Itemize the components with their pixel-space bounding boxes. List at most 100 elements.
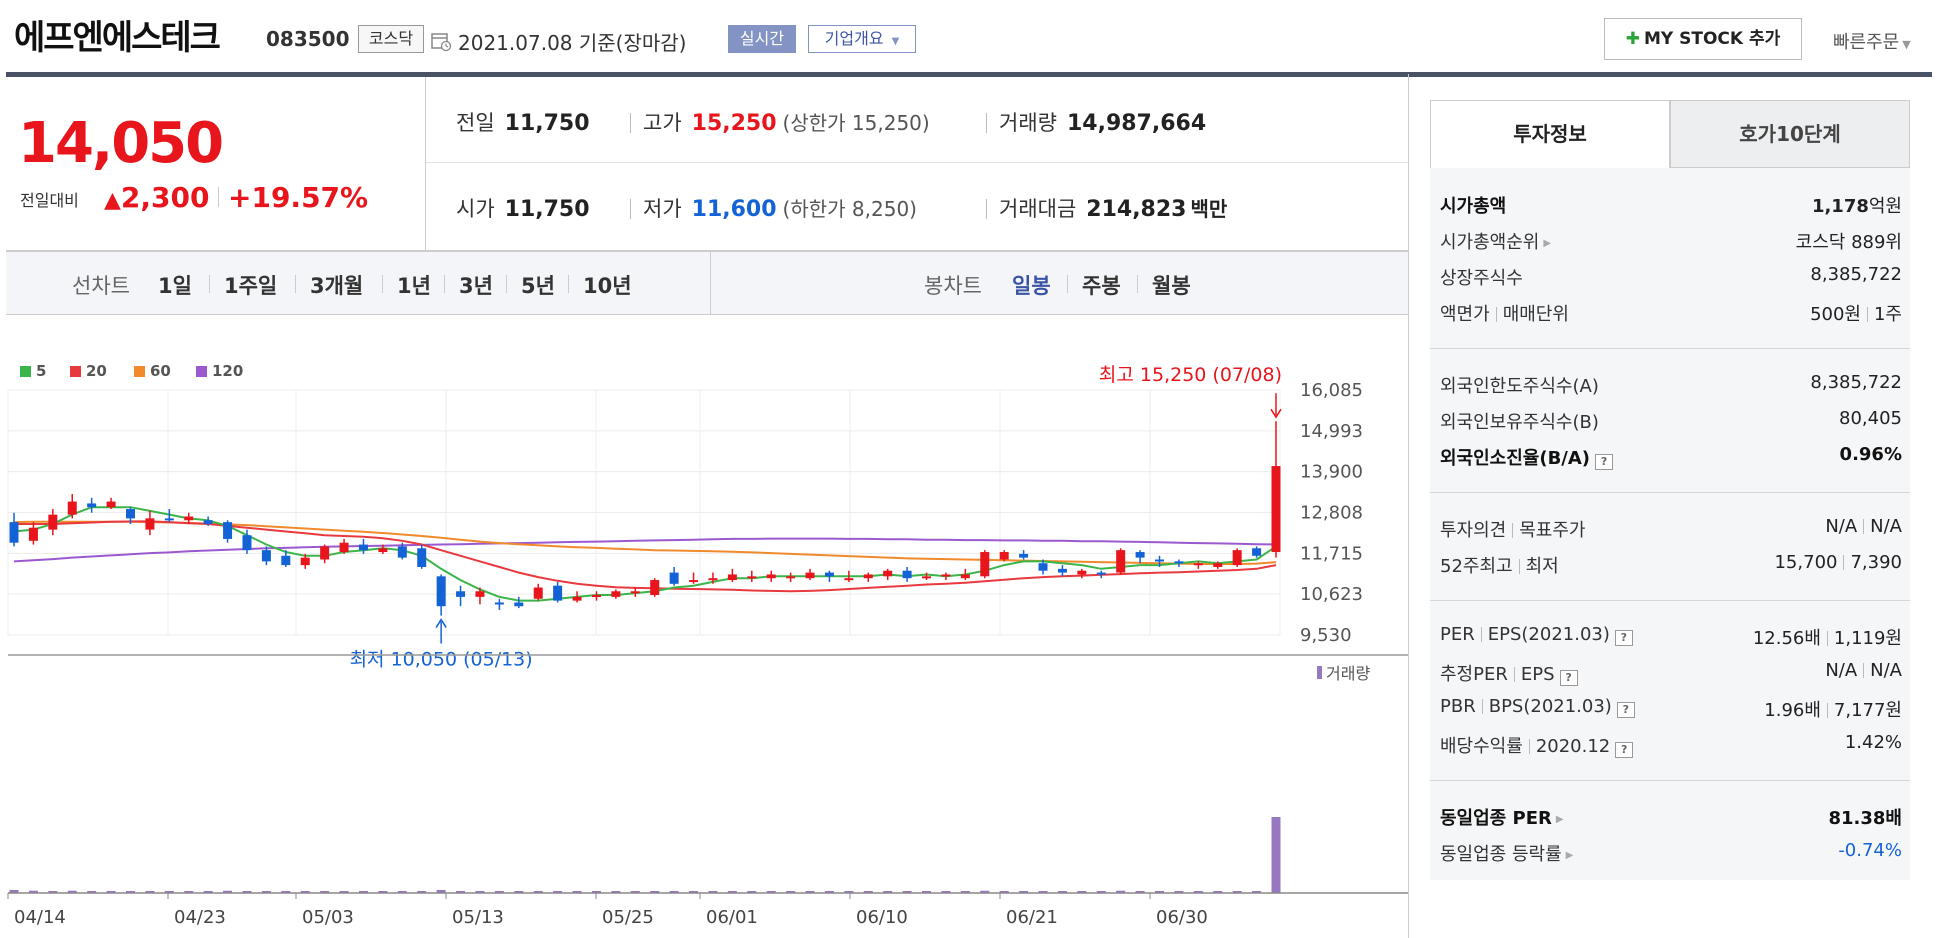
candle-body <box>1193 563 1203 566</box>
x-tick-label: 05/03 <box>302 907 354 928</box>
volume-bar <box>1252 891 1262 893</box>
help-icon[interactable]: ? <box>1595 454 1614 470</box>
legend-swatch <box>134 366 145 377</box>
candle-body <box>824 572 834 577</box>
x-tick-label: 06/01 <box>706 907 758 928</box>
quick-order-button[interactable]: 빠른주문 ▼ <box>1833 28 1911 54</box>
info-row-market-cap-rank[interactable]: 시가총액순위 ▶ 코스닥 889위 <box>1440 228 1902 258</box>
tab-invest-info[interactable]: 투자정보 <box>1430 100 1670 168</box>
candle-monthly[interactable]: 월봉 <box>1152 274 1191 298</box>
turnover-unit: 백만 <box>1190 197 1228 221</box>
candle-body <box>397 546 407 558</box>
divider <box>1513 667 1515 682</box>
volume-bar <box>1077 891 1087 893</box>
caret-right-icon: ▶ <box>1565 850 1574 861</box>
target-label: 목표주가 <box>1519 520 1586 541</box>
volume-bar <box>67 890 77 893</box>
legend-swatch <box>196 366 207 377</box>
price-chart[interactable]: 5 20 60 120 16,085 14,993 13,900 12,808 11,715 10… <box>0 315 1410 938</box>
period-10y[interactable]: 10년 <box>583 274 632 298</box>
divider <box>1481 699 1483 714</box>
candlestick-chart[interactable]: 5 20 60 120 16,085 14,993 13,900 12,808 11,715 10… <box>0 315 1410 938</box>
info-row-sector-per[interactable]: 동일업종 PER ▶ 81.38배 <box>1440 804 1902 834</box>
y-tick-label: 9,530 <box>1300 625 1352 646</box>
period-1w[interactable]: 1주일 <box>224 274 278 298</box>
candle-daily[interactable]: 일봉 <box>1012 274 1051 298</box>
candle-body <box>145 518 155 530</box>
volume-bar <box>999 891 1009 893</box>
ma-line-5 <box>13 506 1277 602</box>
quote-table: 전일 11,750 고가 15,250 (상한가 15,250) 거래량 14,987,… <box>426 77 1408 251</box>
candle-chart-label: 봉차트 <box>924 274 982 298</box>
target-value: N/A <box>1870 516 1902 537</box>
candle-body <box>960 574 970 579</box>
help-icon[interactable]: ? <box>1615 742 1634 758</box>
divider <box>630 113 631 133</box>
volume-bar <box>824 891 834 893</box>
est-eps-value: N/A <box>1870 660 1902 681</box>
period-3y[interactable]: 3년 <box>459 274 493 298</box>
foreign-limit-value: 8,385,722 <box>1810 372 1902 393</box>
turnover-value: 214,823 <box>1086 197 1187 222</box>
help-icon[interactable]: ? <box>1614 630 1633 646</box>
candle-body <box>805 572 815 579</box>
open-value: 11,750 <box>504 197 590 222</box>
period-5y[interactable]: 5년 <box>521 274 555 298</box>
opinion-label: 투자의견 목표주가 <box>1440 516 1586 542</box>
volume-bar <box>281 891 291 893</box>
change-label: 전일대비 <box>20 191 79 210</box>
candle-body <box>1174 561 1184 564</box>
pbr-label-text: PBR <box>1440 696 1476 717</box>
par-lot-label: 액면가 매매단위 <box>1440 300 1569 326</box>
sector-per-value: 81.38배 <box>1828 808 1903 829</box>
candle-weekly[interactable]: 주봉 <box>1082 274 1121 298</box>
volume-bar <box>475 891 485 893</box>
info-row-est-per: 추정PER EPS? N/A N/A <box>1440 660 1902 690</box>
tab-orderbook[interactable]: 호가10단계 <box>1670 100 1910 168</box>
period-1y[interactable]: 1년 <box>397 274 431 298</box>
info-row-opinion: 투자의견 목표주가 N/A N/A <box>1440 516 1902 546</box>
help-icon[interactable]: ? <box>1559 670 1578 686</box>
volume-bar <box>689 891 699 893</box>
candle-body <box>766 574 776 579</box>
est-per-label-text: 추정PER <box>1440 664 1508 685</box>
divider <box>1137 275 1138 293</box>
candle-body <box>1116 550 1126 573</box>
period-1d[interactable]: 1일 <box>158 274 192 298</box>
sector-per-label-text: 동일업종 PER <box>1440 808 1552 829</box>
add-mystock-button[interactable]: ✚ MY STOCK 추가 <box>1604 18 1802 60</box>
add-mystock-label: MY STOCK 추가 <box>1643 29 1781 49</box>
chevron-down-icon: ▼ <box>1902 38 1911 51</box>
eps-value: 1,119원 <box>1833 628 1902 649</box>
low-cell: 저가 11,600 (하한가 8,250) <box>630 193 917 223</box>
info-row-sector-rate[interactable]: 동일업종 등락률 ▶ -0.74% <box>1440 840 1902 870</box>
change-rate: +19.57% <box>228 181 369 214</box>
help-icon[interactable]: ? <box>1616 702 1635 718</box>
caret-right-icon: ▶ <box>1543 238 1552 249</box>
volume-bar <box>9 889 19 893</box>
divider <box>218 187 219 207</box>
bps-value: 7,177원 <box>1833 700 1902 721</box>
volume-bar <box>630 891 640 893</box>
divider <box>1512 523 1514 538</box>
x-tick-label: 06/21 <box>1006 907 1058 928</box>
lower-limit: (하한가 8,250) <box>782 197 917 221</box>
x-tick-label: 06/10 <box>856 907 908 928</box>
high-cell: 고가 15,250 (상한가 15,250) <box>630 107 930 137</box>
legend-label: 5 <box>36 362 46 380</box>
candle-body <box>28 527 38 541</box>
lot-label: 매매단위 <box>1502 304 1569 325</box>
realtime-button[interactable]: 실시간 <box>728 25 796 53</box>
company-overview-button[interactable]: 기업개요 ▼ <box>808 25 916 53</box>
period-3m[interactable]: 3개월 <box>310 274 364 298</box>
candle-body <box>611 591 621 597</box>
volume-bar <box>708 891 718 893</box>
foreign-hold-value: 80,405 <box>1839 408 1902 429</box>
candle-body <box>378 548 388 553</box>
divider <box>986 113 987 133</box>
volume-bar <box>145 891 155 893</box>
x-tick-label: 06/30 <box>1156 907 1208 928</box>
divider <box>1430 780 1910 781</box>
volume-bar <box>358 891 368 893</box>
volume-bar <box>572 891 582 893</box>
